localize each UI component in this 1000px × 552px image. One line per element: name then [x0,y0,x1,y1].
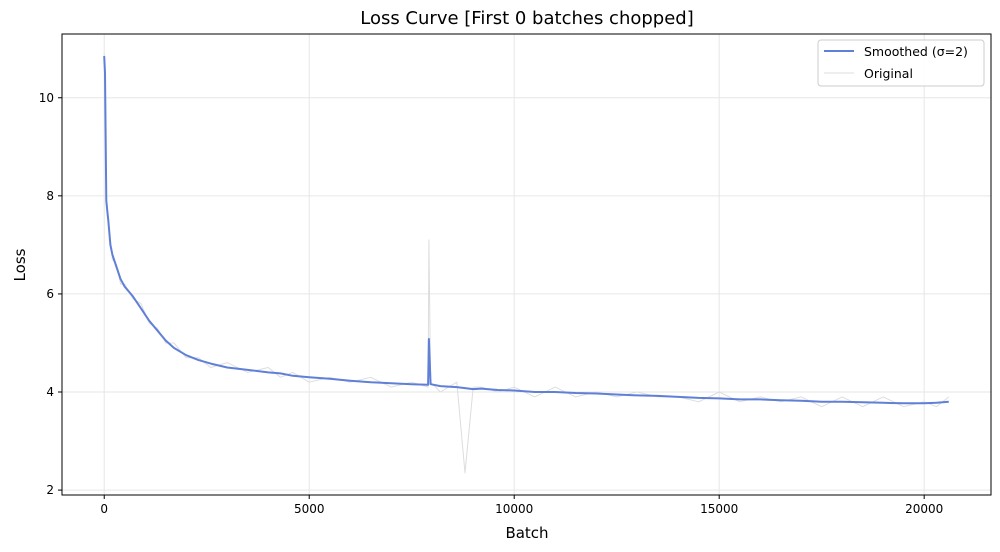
series-line-smoothed [103,56,949,405]
x-tick-label: 5000 [294,502,325,516]
x-axis-label: Batch [505,524,548,542]
y-tick-label: 10 [39,91,54,105]
series-line-original [103,53,950,474]
series-layer [103,53,950,474]
y-tick-label: 6 [46,287,54,301]
legend-label-smoothed: Smoothed (σ=2) [864,44,968,59]
legend: Smoothed (σ=2) Original [817,39,985,87]
chart-title: Loss Curve [First 0 batches chopped] [360,8,694,29]
x-tick-label: 20000 [905,502,943,516]
grid [62,34,991,495]
axis-ticks: 0 5000 10000 15000 20000 2 4 6 8 10 [39,91,944,516]
y-tick-label: 2 [46,483,54,497]
x-tick-label: 15000 [700,502,738,516]
plot-frame [61,33,992,496]
y-tick-label: 4 [46,385,54,399]
legend-box [817,39,985,87]
legend-label-original: Original [864,66,913,81]
x-tick-label: 10000 [495,502,533,516]
x-tick-label: 0 [100,502,108,516]
y-axis-label: Loss [11,248,29,281]
y-tick-label: 8 [46,189,54,203]
